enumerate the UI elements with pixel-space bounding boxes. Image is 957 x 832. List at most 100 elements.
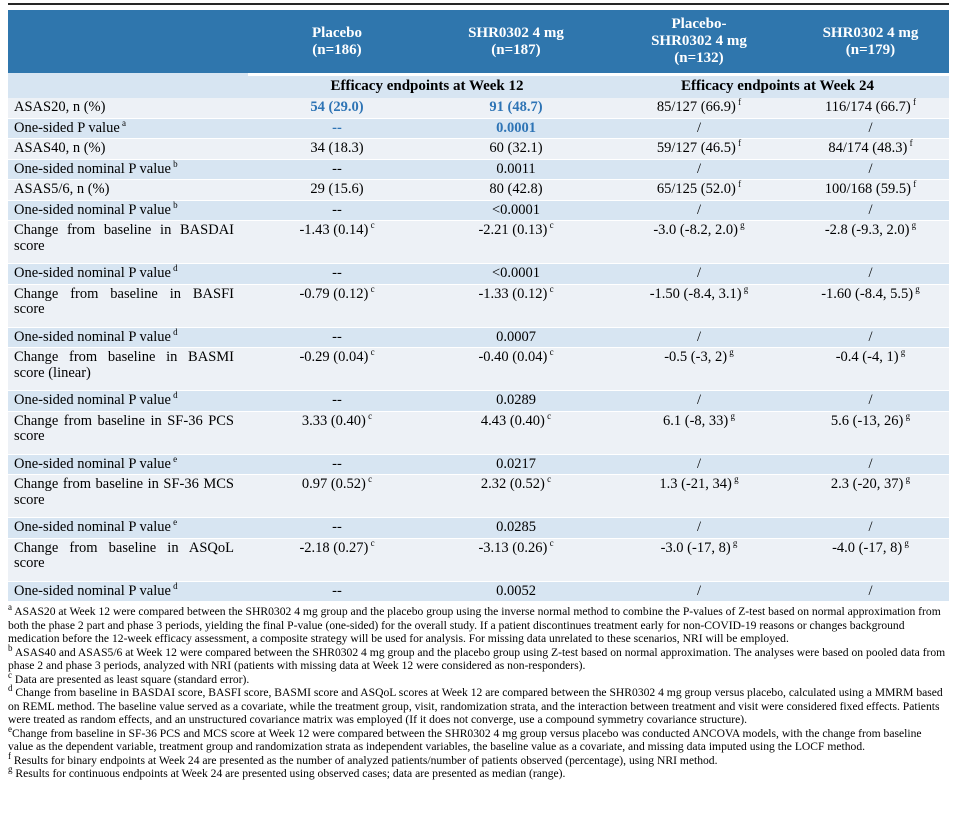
value-cell: -3.13 (0.26) c	[426, 538, 606, 582]
value-cell: 59/127 (46.5) f	[606, 139, 792, 160]
value-cell: 0.0011	[426, 159, 606, 180]
row-label: One-sided nominal P value b	[8, 159, 248, 180]
value-cell: 29 (15.6)	[248, 180, 426, 201]
row-label: One-sided nominal P value d	[8, 391, 248, 412]
value-cell: /	[606, 581, 792, 602]
endpoint-row: Change from baseline in ASQoL score -2.18…	[8, 538, 949, 582]
value-cell: -1.33 (0.12) c	[426, 284, 606, 328]
row-label: ASAS20, n (%)	[8, 98, 248, 119]
row-label: One-sided nominal P value d	[8, 327, 248, 348]
value-cell: -4.0 (-17, 8) g	[792, 538, 949, 582]
footnote: f Results for binary endpoints at Week 2…	[8, 750, 718, 767]
value-cell: 0.0289	[426, 391, 606, 412]
value-cell: 54 (29.0)	[248, 98, 426, 119]
value-cell: /	[606, 391, 792, 412]
value-cell: /	[606, 454, 792, 475]
value-cell: 60 (32.1)	[426, 139, 606, 160]
value-cell: -0.5 (-3, 2) g	[606, 348, 792, 391]
table-header-row: Placebo (n=186) SHR0302 4 mg (n=187) Placebo…	[8, 10, 949, 73]
endpoint-row: Change from baseline in BASDAI score -1.4…	[8, 221, 949, 264]
subheader-week12-cell: Efficacy endpoints at Week 12	[248, 73, 606, 98]
row-label: One-sided nominal P value e	[8, 518, 248, 539]
value-cell: 84/174 (48.3) f	[792, 139, 949, 160]
value-cell: /	[792, 200, 949, 221]
value-cell: 34 (18.3)	[248, 139, 426, 160]
row-label: One-sided nominal P value e	[8, 454, 248, 475]
value-cell: /	[792, 518, 949, 539]
value-cell: --	[248, 200, 426, 221]
endpoint-row: ASAS5/6, n (%) 29 (15.6) 80 (42.8) 65/125 (…	[8, 180, 949, 201]
value-cell: -0.4 (-4, 1) g	[792, 348, 949, 391]
value-cell: /	[792, 327, 949, 348]
footnote: eChange from baseline in SF-36 PCS and M…	[8, 723, 922, 753]
value-cell: -3.0 (-17, 8) g	[606, 538, 792, 582]
value-cell: -1.50 (-8.4, 3.1) g	[606, 284, 792, 328]
value-cell: <0.0001	[426, 200, 606, 221]
row-label: One-sided nominal P value d	[8, 581, 248, 602]
value-cell: 91 (48.7)	[426, 98, 606, 119]
footnote: g Results for continuous endpoints at We…	[8, 764, 566, 780]
value-cell: 1.3 (-21, 34) g	[606, 475, 792, 518]
footnote: b ASAS40 and ASAS5/6 at Week 12 were com…	[8, 642, 946, 672]
value-cell: --	[248, 264, 426, 285]
value-cell: /	[792, 581, 949, 602]
value-cell: /	[792, 264, 949, 285]
value-cell: 0.97 (0.52) c	[248, 475, 426, 518]
value-cell: 0.0007	[426, 327, 606, 348]
pvalue-row: One-sided P value a -- 0.0001//	[8, 118, 949, 139]
paper-table-figure: Placebo (n=186) SHR0302 4 mg (n=187) Placebo…	[8, 3, 949, 781]
header-cell: Placebo (n=186)	[248, 10, 426, 73]
endpoint-row: ASAS20, n (%) 54 (29.0) 91 (48.7) 85/127 (6…	[8, 98, 949, 119]
value-cell: 2.32 (0.52) c	[426, 475, 606, 518]
value-cell: -1.60 (-8.4, 5.5) g	[792, 284, 949, 328]
value-cell: -2.18 (0.27) c	[248, 538, 426, 582]
row-label: ASAS40, n (%)	[8, 139, 248, 160]
value-cell: 0.0285	[426, 518, 606, 539]
pvalue-row: One-sided nominal P value b -- 0.0011//	[8, 159, 949, 180]
value-cell: /	[606, 327, 792, 348]
value-cell: --	[248, 454, 426, 475]
value-cell: 100/168 (59.5) f	[792, 180, 949, 201]
value-cell: 5.6 (-13, 26) g	[792, 411, 949, 455]
row-label: One-sided nominal P value b	[8, 200, 248, 221]
row-label: One-sided P value a	[8, 118, 248, 139]
value-cell: --	[248, 391, 426, 412]
header-cell: Placebo- SHR0302 4 mg (n=132)	[606, 10, 792, 73]
subheader-week24-cell: Efficacy endpoints at Week 24	[606, 73, 949, 98]
row-label: Change from baseline in SF-36 MCS score	[8, 475, 248, 518]
value-cell: 2.3 (-20, 37) g	[792, 475, 949, 518]
value-cell: /	[792, 391, 949, 412]
value-cell: /	[792, 454, 949, 475]
row-label: Change from baseline in BASDAI score	[8, 221, 248, 264]
value-cell: --	[248, 518, 426, 539]
footnotes: a ASAS20 at Week 12 were compared betwee…	[8, 602, 949, 781]
pvalue-row: One-sided nominal P value d -- 0.0052//	[8, 581, 949, 602]
value-cell: 0.0217	[426, 454, 606, 475]
pvalue-row: One-sided nominal P value e -- 0.0217//	[8, 454, 949, 475]
pvalue-row: One-sided nominal P value d -- 0.0007//	[8, 327, 949, 348]
value-cell: 0.0052	[426, 581, 606, 602]
value-cell: -0.40 (0.04) c	[426, 348, 606, 391]
value-cell: /	[792, 118, 949, 139]
row-label: Change from baseline in BASFI score	[8, 284, 248, 328]
efficacy-endpoints-table: Placebo (n=186) SHR0302 4 mg (n=187) Placebo…	[8, 10, 949, 602]
value-cell: 116/174 (66.7) f	[792, 98, 949, 119]
value-cell: 0.0001	[426, 118, 606, 139]
value-cell: /	[606, 159, 792, 180]
value-cell: 80 (42.8)	[426, 180, 606, 201]
value-cell: 3.33 (0.40) c	[248, 411, 426, 455]
footnote: c Data are presented as least square (st…	[8, 669, 250, 686]
row-label: Change from baseline in SF-36 PCS score	[8, 411, 248, 455]
footnote: a ASAS20 at Week 12 were compared betwee…	[8, 602, 941, 645]
header-cell: SHR0302 4 mg (n=187)	[426, 10, 606, 73]
footnote: d Change from baseline in BASDAI score, …	[8, 683, 943, 726]
row-label: ASAS5/6, n (%)	[8, 180, 248, 201]
table-subheader-row: Efficacy endpoints at Week 12 Efficacy e…	[8, 73, 949, 98]
header-cell: SHR0302 4 mg (n=179)	[792, 10, 949, 73]
value-cell: --	[248, 581, 426, 602]
value-cell: /	[606, 200, 792, 221]
endpoint-row: ASAS40, n (%) 34 (18.3) 60 (32.1) 59/127 (4…	[8, 139, 949, 160]
endpoint-row: Change from baseline in BASFI score -0.79…	[8, 284, 949, 328]
value-cell: 4.43 (0.40) c	[426, 411, 606, 455]
value-cell: --	[248, 159, 426, 180]
